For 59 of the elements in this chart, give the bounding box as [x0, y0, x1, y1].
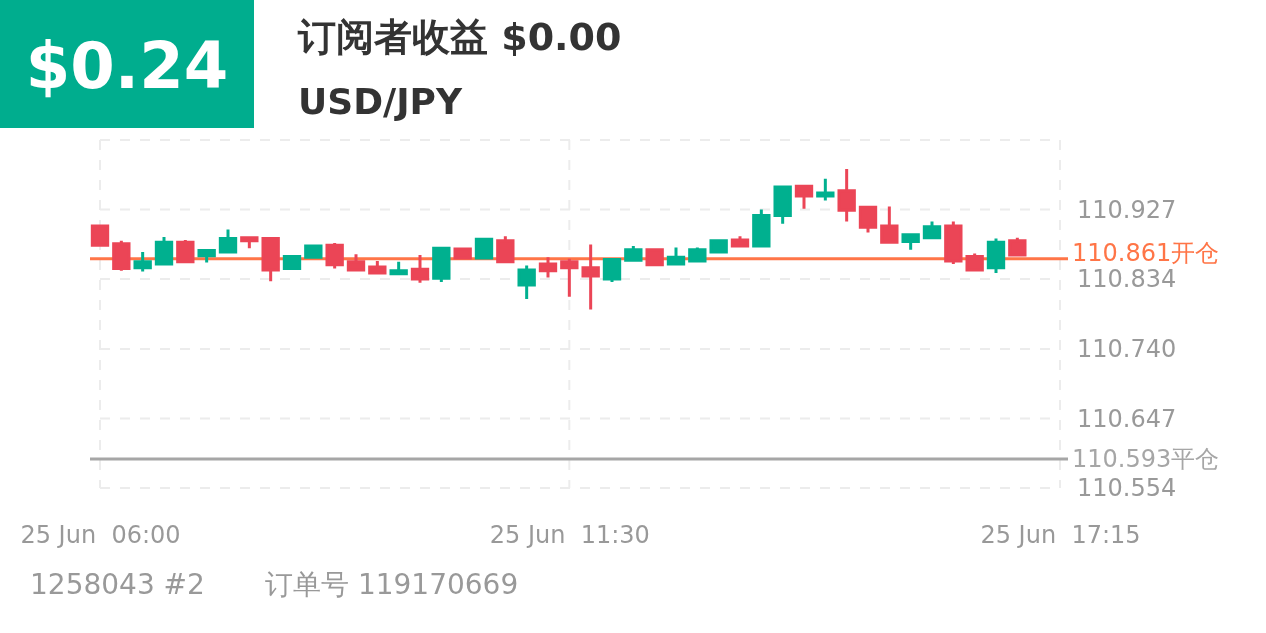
text: 订单号 119170669: [265, 568, 519, 601]
candlestick: [752, 209, 771, 248]
y-tick-label: 110.647: [1077, 404, 1177, 433]
candlestick: [538, 257, 558, 278]
candlestick: [944, 221, 963, 264]
candlestick: [602, 257, 622, 282]
x-tick-label: 25 Jun 06:00: [20, 520, 181, 549]
candlestick: [816, 178, 835, 201]
candlestick: [709, 237, 728, 254]
y-tick-label: 110.740: [1077, 335, 1177, 364]
candlestick: [496, 236, 515, 264]
candlestick: [176, 240, 195, 264]
y-tick-label: 110.554: [1077, 474, 1177, 503]
candlestick: [304, 243, 323, 259]
candlestick: [474, 237, 494, 260]
candlestick: [837, 169, 856, 222]
candlestick: [986, 238, 1006, 273]
text: $0.24: [25, 29, 229, 103]
candlestick: [666, 246, 686, 266]
candlestick: [218, 229, 238, 254]
candlestick: [645, 248, 664, 267]
candlestick: [240, 234, 259, 250]
candlestick: [282, 255, 302, 270]
y-tick-label: 110.927: [1077, 195, 1177, 224]
y-tick-label: 110.834: [1077, 265, 1177, 294]
ref-line-label: 110.593平仓: [1072, 445, 1220, 474]
candlestick: [112, 240, 131, 271]
candlestick: [154, 237, 174, 266]
candlestick: [922, 219, 942, 241]
candlestick: [453, 247, 472, 260]
candlestick: [410, 255, 430, 283]
ref-line-label: 110.861开仓: [1072, 239, 1220, 268]
candlestick: [346, 252, 366, 272]
candlestick: [90, 224, 110, 247]
candlestick: [1008, 236, 1027, 257]
candlestick: [432, 246, 451, 282]
chart-title: 订阅者收益 $0.00: [297, 15, 622, 59]
x-tick-label: 25 Jun 17:15: [980, 520, 1141, 549]
text: 1258043 #2: [30, 568, 205, 601]
candlestick: [730, 234, 750, 250]
candlestick: [560, 258, 579, 297]
candlestick: [965, 252, 984, 273]
x-tick-label: 25 Jun 11:30: [489, 520, 650, 549]
chart-subtitle: USD/JPY: [298, 81, 463, 122]
candlestick: [368, 259, 387, 275]
candlestick: [389, 260, 408, 276]
candlestick: [858, 205, 878, 233]
candlestick: [261, 237, 280, 282]
candlestick: [880, 206, 899, 244]
candlestick: [133, 250, 152, 273]
candlestick: [197, 247, 216, 264]
candlestick: [773, 185, 792, 224]
candlestick: [517, 265, 536, 300]
candlestick: [581, 244, 600, 310]
candlestick: [901, 233, 920, 252]
candlestick: [794, 184, 814, 209]
candlestick: [325, 243, 344, 269]
candlestick: [624, 244, 643, 262]
candlestick: [688, 246, 707, 263]
